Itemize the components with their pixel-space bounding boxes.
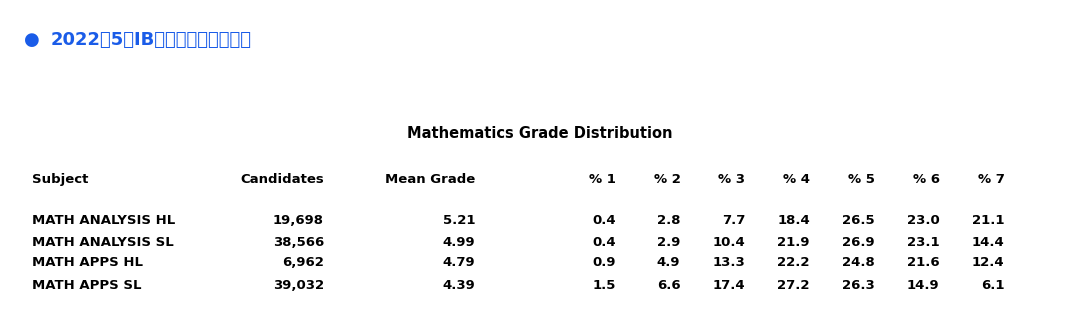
Text: 26.9: 26.9 [842,236,875,249]
Text: 18.4: 18.4 [778,214,810,227]
Text: 14.4: 14.4 [972,236,1004,249]
Text: ●: ● [24,31,40,49]
Text: 24.8: 24.8 [842,256,875,269]
Text: 4.39: 4.39 [443,279,475,292]
Text: 2022年5月IB数学课程成绩分布：: 2022年5月IB数学课程成绩分布： [51,31,252,49]
Text: % 4: % 4 [783,173,810,186]
Text: % 6: % 6 [913,173,940,186]
Text: 23.1: 23.1 [907,236,940,249]
Text: 6.1: 6.1 [981,279,1004,292]
Text: 12.4: 12.4 [972,256,1004,269]
Text: 21.1: 21.1 [972,214,1004,227]
Text: MATH APPS HL: MATH APPS HL [32,256,144,269]
Text: Subject: Subject [32,173,89,186]
Text: 26.3: 26.3 [842,279,875,292]
Text: MATH ANALYSIS SL: MATH ANALYSIS SL [32,236,174,249]
Text: 2.8: 2.8 [657,214,680,227]
Text: 27.2: 27.2 [778,279,810,292]
Text: 19,698: 19,698 [273,214,324,227]
Text: % 3: % 3 [718,173,745,186]
Text: Mean Grade: Mean Grade [384,173,475,186]
Text: 5.21: 5.21 [443,214,475,227]
Text: 1.5: 1.5 [592,279,616,292]
Text: 6,962: 6,962 [282,256,324,269]
Text: % 1: % 1 [589,173,616,186]
Text: 39,032: 39,032 [273,279,324,292]
Text: Mathematics Grade Distribution: Mathematics Grade Distribution [407,126,673,141]
Text: 22.2: 22.2 [778,256,810,269]
Text: 4.79: 4.79 [443,256,475,269]
Text: MATH ANALYSIS HL: MATH ANALYSIS HL [32,214,176,227]
Text: 7.7: 7.7 [721,214,745,227]
Text: 2.9: 2.9 [657,236,680,249]
Text: 26.5: 26.5 [842,214,875,227]
Text: 38,566: 38,566 [273,236,324,249]
Text: 21.6: 21.6 [907,256,940,269]
Text: 6.6: 6.6 [657,279,680,292]
Text: % 7: % 7 [977,173,1004,186]
Text: 4.9: 4.9 [657,256,680,269]
Text: 10.4: 10.4 [713,236,745,249]
Text: % 5: % 5 [848,173,875,186]
Text: % 2: % 2 [653,173,680,186]
Text: 13.3: 13.3 [713,256,745,269]
Text: 23.0: 23.0 [907,214,940,227]
Text: 21.9: 21.9 [778,236,810,249]
Text: 14.9: 14.9 [907,279,940,292]
Text: MATH APPS SL: MATH APPS SL [32,279,141,292]
Text: 0.4: 0.4 [592,236,616,249]
Text: 0.9: 0.9 [592,256,616,269]
Text: 0.4: 0.4 [592,214,616,227]
Text: 4.99: 4.99 [443,236,475,249]
Text: Candidates: Candidates [240,173,324,186]
Text: 17.4: 17.4 [713,279,745,292]
